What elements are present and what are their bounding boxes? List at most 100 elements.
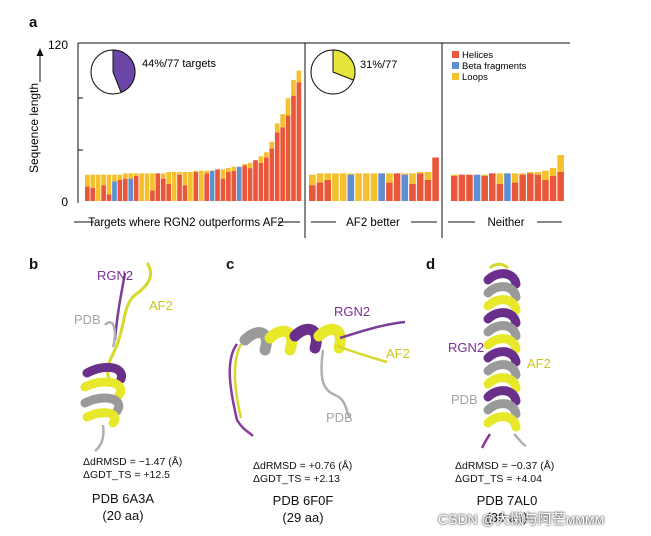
- label-pdb-b: PDB: [74, 312, 101, 327]
- bar-segment: [182, 172, 188, 186]
- watermark-text: CSDN @大懒与阿芒ᴍᴍᴍᴍ: [438, 511, 605, 527]
- bar-segment: [160, 178, 166, 201]
- bar-segment: [409, 183, 416, 201]
- pdb-id-d: PDB 7AL0: [476, 493, 538, 508]
- bar-segment: [242, 165, 247, 201]
- bar-segment: [534, 172, 542, 175]
- bar-segment: [117, 174, 123, 180]
- bar-segment: [160, 173, 166, 179]
- bar-segment: [106, 194, 112, 201]
- bar-segment: [549, 175, 557, 201]
- bar-segment: [451, 174, 458, 176]
- bar-segment: [220, 169, 226, 179]
- bar-segment: [258, 156, 264, 163]
- bar-segment: [166, 183, 172, 201]
- bar-segment: [519, 173, 526, 175]
- legend-helices: Helices: [462, 50, 493, 61]
- bar-segment: [247, 162, 253, 169]
- bar-segment: [264, 157, 269, 201]
- bar-segment: [458, 174, 466, 201]
- pie-label-1: 44%/77 targets: [142, 58, 216, 70]
- bar-segment: [171, 172, 177, 201]
- bar-segment: [269, 141, 275, 149]
- bar-segment: [386, 173, 393, 183]
- pie-label-2: 31%/77: [360, 59, 397, 71]
- bar-segment: [226, 172, 231, 201]
- label-pdb-d: PDB: [451, 392, 478, 407]
- bar-segment: [473, 174, 481, 201]
- bar-segment: [481, 175, 488, 201]
- bar-segment: [280, 114, 285, 128]
- legend-loops: Loops: [462, 72, 488, 83]
- bar-segment: [144, 173, 150, 201]
- helix-turn: [483, 282, 521, 302]
- y-axis-label: Sequence length: [27, 83, 41, 173]
- bar-segment: [231, 166, 237, 171]
- bar-segment: [542, 179, 549, 201]
- bar-segment: [296, 82, 302, 201]
- bar-segment: [220, 178, 226, 201]
- pies-layer: [90, 49, 356, 95]
- bar-segment: [481, 174, 488, 176]
- bar-segment: [198, 170, 204, 201]
- bar-segment: [355, 173, 362, 201]
- legend-swatch-helices: [452, 51, 459, 58]
- bar-segment: [242, 164, 247, 166]
- group-label-2: AF2 better: [346, 217, 400, 229]
- helix-turn: [483, 399, 521, 419]
- pdb-length-d: (39 aa): [486, 510, 528, 525]
- bar-segment: [316, 182, 324, 201]
- bar-segment: [432, 157, 439, 201]
- bar-segment: [101, 185, 106, 201]
- bar-segment: [95, 174, 101, 201]
- bar-segment: [236, 166, 242, 201]
- bar-segment: [347, 174, 355, 201]
- bar-segment: [122, 173, 128, 179]
- bar-segment: [85, 186, 90, 201]
- bar-segment: [296, 70, 302, 83]
- panel-c-letter: c: [226, 256, 235, 273]
- bar-segment: [247, 168, 253, 201]
- helix-turn: [483, 412, 521, 432]
- pie-rgn2-slice: [112, 49, 136, 94]
- bar-segment: [112, 174, 117, 182]
- bar-segment: [424, 179, 432, 201]
- panel-d-letter: d: [426, 256, 436, 273]
- group-label-3: Neither: [487, 217, 524, 229]
- bar-segment: [542, 170, 549, 180]
- bar-segment: [347, 173, 355, 175]
- bar-segment: [177, 172, 182, 175]
- bar-segment: [504, 173, 511, 201]
- bar-segment: [193, 172, 199, 201]
- bar-segment: [117, 179, 123, 201]
- bar-segment: [128, 173, 134, 179]
- bar-segment: [193, 170, 199, 173]
- label-pdb-c: PDB: [326, 410, 353, 425]
- bar-segment: [496, 173, 504, 184]
- bars-layer: [85, 70, 564, 201]
- legend-swatch-beta: [452, 62, 459, 69]
- legend-swatch-loops: [452, 73, 459, 80]
- bar-segment: [451, 175, 458, 201]
- bar-segment: [274, 123, 280, 133]
- panel-a-letter: a: [29, 14, 38, 31]
- metric-drmsd-c: ΔdRMSD = +0.76 (Å): [253, 460, 353, 472]
- metric-gdt-b: ΔGDT_TS = +12.5: [83, 469, 170, 481]
- bar-segment: [258, 162, 264, 201]
- bar-segment: [386, 182, 393, 201]
- bar-segment: [215, 169, 220, 201]
- bar-segment: [496, 183, 504, 201]
- bar-segment: [424, 172, 432, 180]
- bar-segment: [155, 173, 161, 201]
- bar-segment: [253, 160, 258, 201]
- bar-segment: [511, 182, 519, 201]
- helix-turn: [483, 321, 521, 341]
- label-af2-d: AF2: [527, 356, 551, 371]
- bar-segment: [370, 173, 378, 201]
- bar-segment: [519, 174, 526, 201]
- bar-segment: [204, 173, 210, 201]
- bar-segment: [280, 127, 285, 201]
- bar-segment: [527, 172, 534, 174]
- pdb-id-b: PDB 6A3A: [91, 491, 155, 506]
- bar-segment: [557, 172, 564, 201]
